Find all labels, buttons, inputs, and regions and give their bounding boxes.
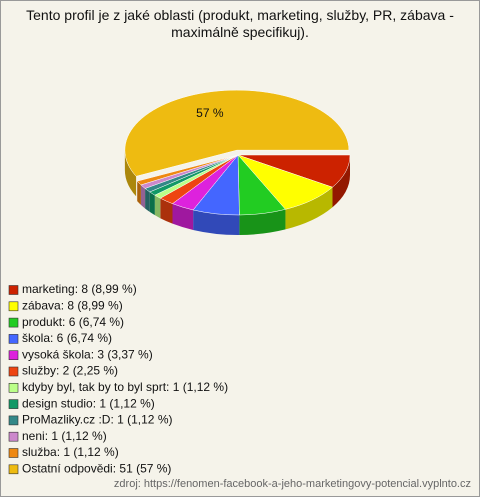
slice-label: 57 %: [196, 106, 224, 120]
slice-side: [154, 195, 161, 219]
slice-side: [137, 181, 141, 205]
legend-label: neni: 1 (1,12 %): [22, 429, 107, 443]
legend-swatch: [8, 464, 19, 475]
legend-label: služby: 2 (2,25 %): [22, 364, 118, 378]
slice-side: [172, 203, 194, 230]
legend-swatch: [8, 350, 19, 361]
slice-side: [124, 150, 137, 197]
legend-label: zábava: 8 (8,99 %): [22, 298, 123, 312]
slice-side: [239, 209, 286, 235]
legend-label: škola: 6 (6,74 %): [22, 331, 112, 345]
slice-side: [332, 155, 350, 208]
legend-label: design studio: 1 (1,12 %): [22, 396, 155, 410]
slice-side: [149, 191, 155, 216]
legend-label: produkt: 6 (6,74 %): [22, 315, 124, 329]
legend-swatch: [8, 317, 19, 328]
legend-swatch: [8, 431, 19, 442]
legend-swatch: [8, 448, 19, 458]
slice: [124, 89, 350, 177]
legend-label: ProMazliky.cz :D: 1 (1,12 %): [22, 413, 172, 427]
source: zdroj: https://fenomen-facebook-a-jeho-m…: [113, 478, 471, 490]
legend-label: Ostatní odpovědi: 51 (57 %): [22, 461, 171, 475]
legend-label: kdyby byl, tak by to byl sprt: 1 (1,12 %…: [22, 380, 228, 394]
legend-swatch: [8, 301, 19, 312]
legend-label: vysoká škola: 3 (3,37 %): [22, 347, 153, 361]
legend-swatch: [8, 334, 19, 344]
slice-side: [140, 184, 146, 209]
legend-swatch: [8, 415, 19, 426]
chart-title: Tento profil je z jaké oblasti (produkt,…: [26, 7, 454, 40]
legend-label: marketing: 8 (8,99 %): [22, 282, 137, 296]
legend-label: služba: 1 (1,12 %): [22, 445, 119, 459]
slice-side: [145, 188, 150, 212]
legend-swatch: [8, 366, 19, 377]
slice-side: [160, 198, 173, 224]
legend-swatch: [8, 382, 19, 393]
slice-side: [193, 209, 240, 235]
legend-swatch: [8, 285, 19, 295]
slice: [136, 154, 239, 186]
legend-swatch: [8, 399, 19, 409]
slice-side: [285, 187, 333, 230]
